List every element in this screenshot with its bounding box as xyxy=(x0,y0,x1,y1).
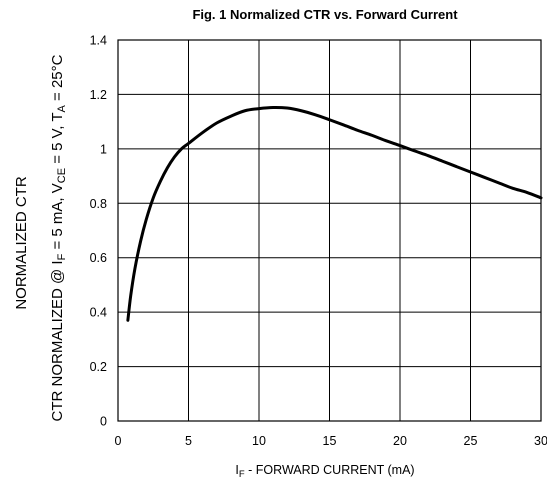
x-axis-label-pre: I xyxy=(235,463,238,477)
plot-frame xyxy=(117,39,542,422)
y-tick-label: 1.4 xyxy=(90,34,107,48)
x-tick-label: 20 xyxy=(393,434,407,448)
y-axis-label-inner: CTR NORMALIZED @ IF = 5 mA, VCE = 5 V, T… xyxy=(49,54,68,421)
x-tick-label: 25 xyxy=(464,434,478,448)
y-axis-label-inner-p1: CTR NORMALIZED @ I xyxy=(49,260,66,421)
chart-title: Fig. 1 Normalized CTR vs. Forward Curren… xyxy=(192,7,458,22)
x-axis-label-sub: F xyxy=(239,469,245,480)
y-tick-label: 1 xyxy=(100,142,107,156)
y-axis-label-inner-p2: = 5 mA, V xyxy=(49,183,66,253)
x-tick-label: 5 xyxy=(185,434,192,448)
y-tick-label: 0.4 xyxy=(90,306,107,320)
grid-x xyxy=(117,40,542,421)
y-tick-label: 0.6 xyxy=(90,251,107,265)
y-axis-label-inner-s2: CE xyxy=(56,168,68,183)
x-axis-label-post: - FORWARD CURRENT (mA) xyxy=(245,463,415,477)
y-axis-label-inner-p4: = 25°C xyxy=(49,54,66,105)
x-tick-label: 30 xyxy=(534,434,547,448)
y-tick-label: 1.2 xyxy=(90,88,107,102)
y-tick-labels: 0 0.2 0.4 0.6 0.8 1 1.2 1.4 xyxy=(90,34,107,429)
y-tick-label: 0 xyxy=(100,415,107,429)
y-tick-label: 0.8 xyxy=(90,197,107,211)
x-tick-label: 10 xyxy=(252,434,266,448)
y-axis-label-inner-p3: = 5 V, T xyxy=(49,112,66,167)
x-tick-labels: 0 5 10 15 20 25 30 xyxy=(115,434,547,448)
x-tick-label: 0 xyxy=(115,434,122,448)
y-axis-label-outer: NORMALIZED CTR xyxy=(13,176,30,310)
y-tick-label: 0.2 xyxy=(90,360,107,374)
grid-y xyxy=(118,39,541,422)
y-axis-label-inner-s1: F xyxy=(56,253,68,260)
series-line xyxy=(126,105,543,322)
x-axis-label: IF - FORWARD CURRENT (mA) xyxy=(235,463,414,480)
x-tick-label: 15 xyxy=(323,434,337,448)
y-axis-label-inner-s3: A xyxy=(56,104,68,112)
